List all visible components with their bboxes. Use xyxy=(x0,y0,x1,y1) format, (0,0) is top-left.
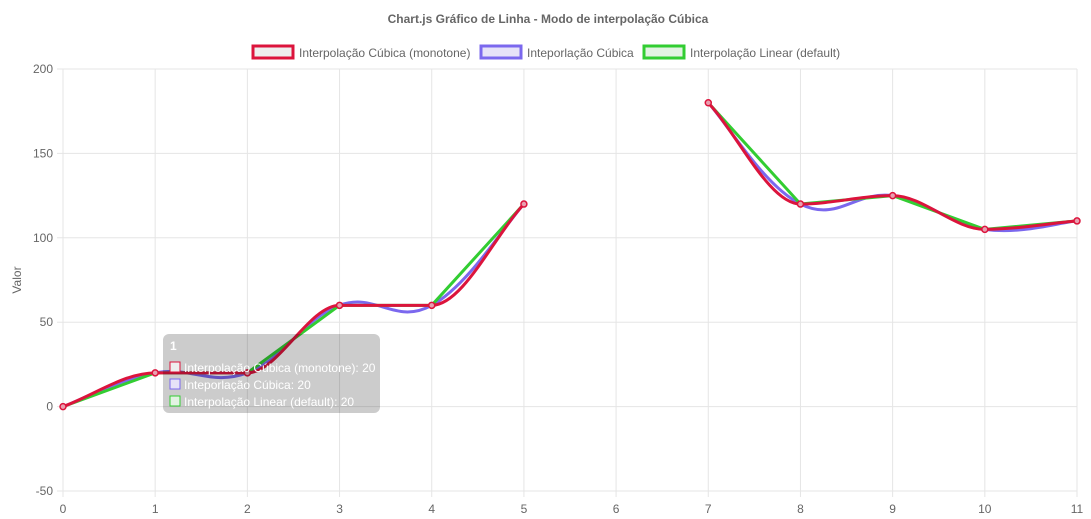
x-tick-label: 11 xyxy=(1071,502,1084,516)
x-tick-label: 2 xyxy=(244,502,251,516)
data-point[interactable] xyxy=(704,99,713,107)
data-point[interactable] xyxy=(796,200,805,208)
x-tick-label: 8 xyxy=(797,502,804,516)
legend-swatch-2[interactable] xyxy=(642,44,686,60)
legend-label-1[interactable]: Inteporlação Cúbica xyxy=(527,46,634,60)
x-tick-label: 1 xyxy=(152,502,159,516)
data-point[interactable] xyxy=(1073,217,1081,225)
data-point[interactable] xyxy=(151,369,159,377)
tooltip-entry-0: Interpolação Cúbica (monotone): 20 xyxy=(184,361,376,375)
data-point[interactable] xyxy=(243,369,252,377)
legend-swatch-0[interactable] xyxy=(251,44,295,60)
y-tick-label: 150 xyxy=(33,146,53,160)
x-tick-label: 5 xyxy=(521,502,528,516)
legend-swatch-1[interactable] xyxy=(479,44,523,60)
series-points[interactable] xyxy=(59,99,1081,411)
y-tick-label: 100 xyxy=(33,231,53,245)
data-point[interactable] xyxy=(520,200,528,208)
y-tick-label: -50 xyxy=(36,484,54,498)
chart-title: Chart.js Gráfico de Linha - Modo de inte… xyxy=(388,12,709,26)
tooltip-entry-2: Interpolação Linear (default): 20 xyxy=(184,395,354,409)
x-tick-label: 7 xyxy=(705,502,712,516)
y-tick-label: 50 xyxy=(40,315,54,329)
legend[interactable]: Interpolação Cúbica (monotone) Inteporlaç… xyxy=(251,44,840,60)
tooltip-swatch-2 xyxy=(169,395,181,407)
tooltip-swatch-1 xyxy=(169,378,181,390)
data-point[interactable] xyxy=(59,402,67,411)
grid xyxy=(57,68,1078,497)
y-axis: -50 0 50 100 150 200 xyxy=(33,62,53,498)
tooltip: 1 Interpolação Cúbica (monotone): 20 Intep… xyxy=(163,334,380,413)
tooltip-swatch-0 xyxy=(169,361,181,373)
y-tick-label: 0 xyxy=(46,400,53,414)
y-tick-label: 200 xyxy=(33,62,53,76)
data-point[interactable] xyxy=(427,301,436,310)
data-point[interactable] xyxy=(981,225,989,234)
x-tick-label: 0 xyxy=(60,502,67,516)
data-point[interactable] xyxy=(335,301,344,310)
legend-label-2[interactable]: Interpolação Linear (default) xyxy=(690,46,840,60)
tooltip-title: 1 xyxy=(170,339,177,353)
y-axis-label: Valor xyxy=(10,266,24,293)
x-axis: 0 1 2 3 4 5 6 7 8 9 10 11 xyxy=(60,502,1084,516)
tooltip-box xyxy=(163,334,380,413)
x-tick-label: 9 xyxy=(889,502,896,516)
x-tick-label: 6 xyxy=(613,502,620,516)
tooltip-entry-1: Inteporlação Cúbica: 20 xyxy=(184,378,311,392)
series-line-0 xyxy=(61,202,526,409)
x-tick-label: 3 xyxy=(336,502,343,516)
x-tick-label: 4 xyxy=(428,502,435,516)
legend-label-0[interactable]: Interpolação Cúbica (monotone) xyxy=(299,46,470,60)
x-tick-label: 10 xyxy=(978,502,992,516)
data-point[interactable] xyxy=(888,191,897,200)
